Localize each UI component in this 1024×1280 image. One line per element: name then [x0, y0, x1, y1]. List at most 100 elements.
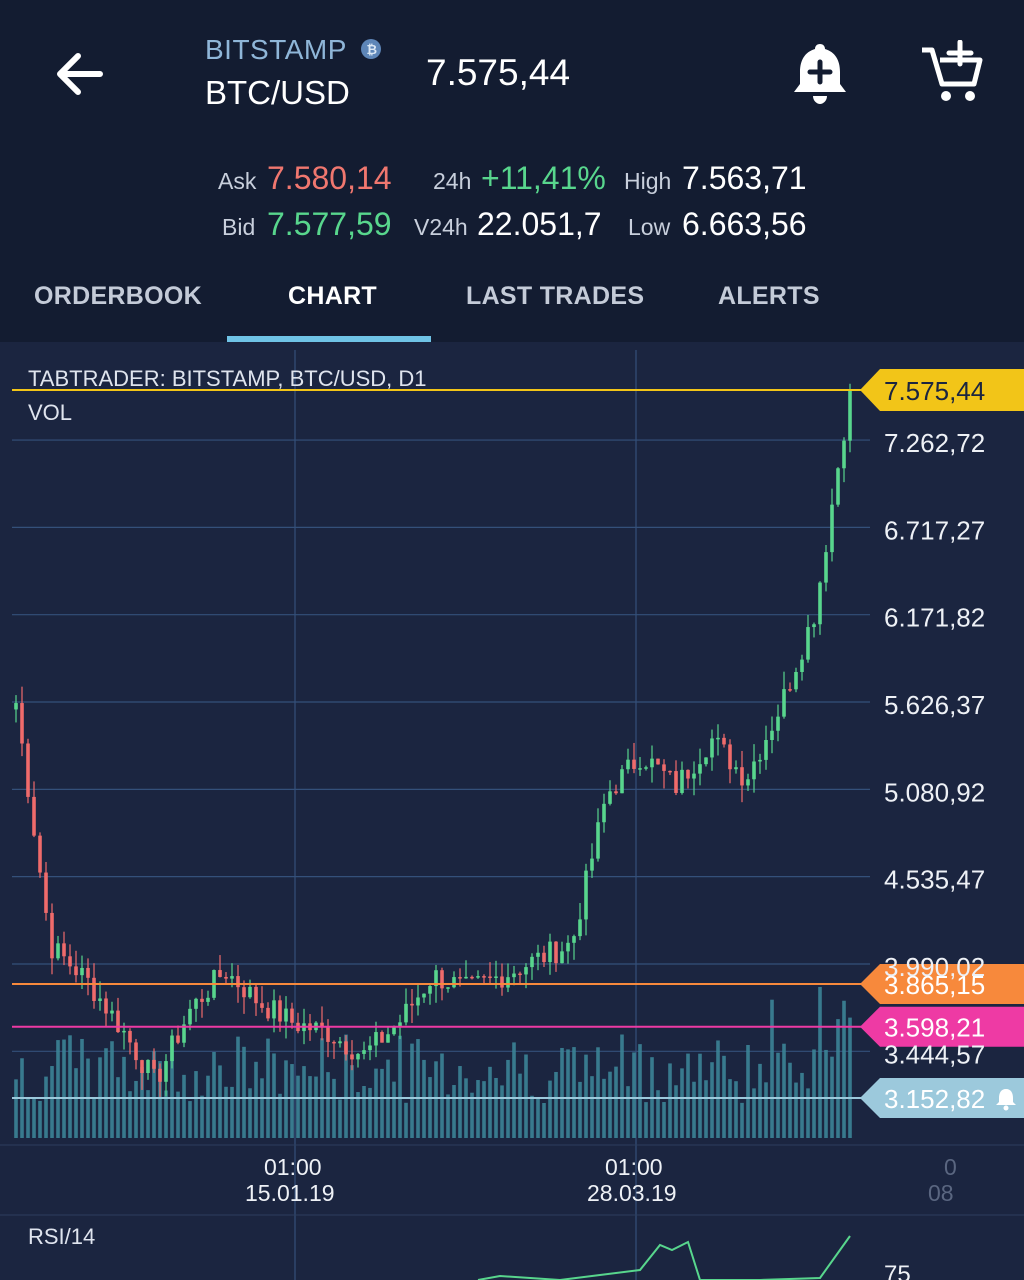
volume-bar [224, 1086, 228, 1138]
volume-bar [752, 1088, 756, 1138]
candle-body [650, 758, 654, 768]
candle-body [350, 1054, 354, 1060]
tab-orderbook[interactable]: ORDERBOOK [34, 282, 202, 310]
candle-body [206, 997, 210, 1002]
back-arrow-icon[interactable] [50, 44, 110, 104]
volume-bar [374, 1068, 378, 1138]
candle-body [374, 1032, 378, 1046]
price-tick-label: 6.171,82 [884, 603, 985, 633]
volume-label: V24h [414, 214, 468, 240]
candle-body [140, 1060, 144, 1074]
volume-bar [410, 1043, 414, 1138]
volume-bar [452, 1085, 456, 1138]
candle-body [392, 1027, 396, 1035]
alert-level-tag-label: 3.598,21 [884, 1013, 985, 1043]
volume-bar [644, 1102, 648, 1138]
volume-value: 22.051,7 [477, 206, 602, 242]
candle-body [602, 803, 606, 823]
axis-labels: 7.262,72 6.717,27 6.171,82 5.626,37 5.080,92… [477, 428, 985, 1280]
volume-bar [776, 1052, 780, 1138]
volume-bar [332, 1078, 336, 1138]
volume-bar [668, 1063, 672, 1138]
alert-level-tag-label: 3.865,15 [884, 970, 985, 1000]
candle-body [560, 951, 564, 964]
candle-body [644, 767, 648, 769]
date-label: 28.03.19 [587, 1180, 677, 1206]
pair-name: BTC/USD [205, 74, 350, 111]
volume-bar [686, 1053, 690, 1138]
volume-bar [158, 1061, 162, 1138]
candle-body [422, 993, 426, 998]
candle-body [86, 967, 90, 978]
candle-body [686, 769, 690, 779]
volume-bar [38, 1100, 42, 1138]
volume-bar [770, 999, 774, 1138]
candle-body [74, 966, 78, 976]
volume-bar [320, 1038, 324, 1138]
volume-bars [14, 986, 852, 1138]
price-tick-label: 4.535,47 [884, 865, 985, 895]
candle-body [332, 1041, 336, 1044]
tab-last-trades[interactable]: LAST TRADES [466, 282, 645, 310]
candle-body [824, 552, 828, 583]
price-tick-label: 6.717,27 [884, 515, 985, 545]
candle-body [770, 730, 774, 740]
volume-bar [56, 1040, 60, 1138]
candle-body [848, 390, 852, 441]
price-chart[interactable]: 7.575,44 3.865,15 3.598,21 3.152,82 7.262,7… [0, 342, 1024, 1280]
volume-bar [170, 1040, 174, 1138]
tab-chart[interactable]: CHART [288, 282, 377, 310]
volume-bar [272, 1053, 276, 1138]
candle-body [440, 970, 444, 989]
volume-bar [674, 1085, 678, 1138]
volume-bar [800, 1072, 804, 1138]
volume-bar [560, 1047, 564, 1138]
candle-body [416, 997, 420, 1006]
add-alert-bell-icon[interactable] [790, 40, 850, 106]
svg-text:₿: ₿ [367, 42, 378, 57]
candle-body [710, 738, 714, 758]
add-to-cart-icon[interactable] [920, 40, 986, 104]
candle-body [698, 764, 702, 774]
volume-bar [638, 1044, 642, 1138]
candle-body [626, 759, 630, 770]
candle-body [476, 976, 480, 978]
volume-bar [116, 1077, 120, 1138]
tab-alerts[interactable]: ALERTS [718, 282, 820, 310]
volume-bar [626, 1086, 630, 1138]
volume-bar [836, 1019, 840, 1138]
price-tick-label: 5.626,37 [884, 690, 985, 720]
candle-body [128, 1030, 132, 1043]
volume-bar [236, 1036, 240, 1138]
candle-body [38, 835, 42, 873]
candle-body [812, 624, 816, 628]
volume-bar [44, 1076, 48, 1138]
candle-body [50, 912, 54, 959]
volume-bar [428, 1077, 432, 1138]
candle-body [764, 739, 768, 760]
volume-bar [338, 1099, 342, 1138]
volume-bar [134, 1080, 138, 1138]
volume-bar [92, 1097, 96, 1138]
candle-body [188, 1008, 192, 1025]
candle-body [194, 998, 198, 1009]
candle-body [320, 1022, 324, 1028]
volume-bar [734, 1081, 738, 1138]
volume-bar [392, 1081, 396, 1138]
volume-bar [350, 1065, 354, 1138]
high-value: 7.563,71 [682, 160, 807, 196]
volume-bar [302, 1066, 306, 1138]
candle-body [518, 973, 522, 976]
candle-body [56, 943, 60, 959]
volume-bar [398, 1035, 402, 1138]
candle-body [596, 822, 600, 859]
volume-bar [566, 1049, 570, 1138]
volume-bar [206, 1075, 210, 1138]
volume-bar [212, 1052, 216, 1138]
volume-bar [440, 1053, 444, 1138]
candle-body [404, 1003, 408, 1023]
volume-bar [164, 1090, 168, 1138]
candle-body [368, 1045, 372, 1051]
volume-bar [818, 986, 822, 1138]
volume-bar [278, 1093, 282, 1138]
